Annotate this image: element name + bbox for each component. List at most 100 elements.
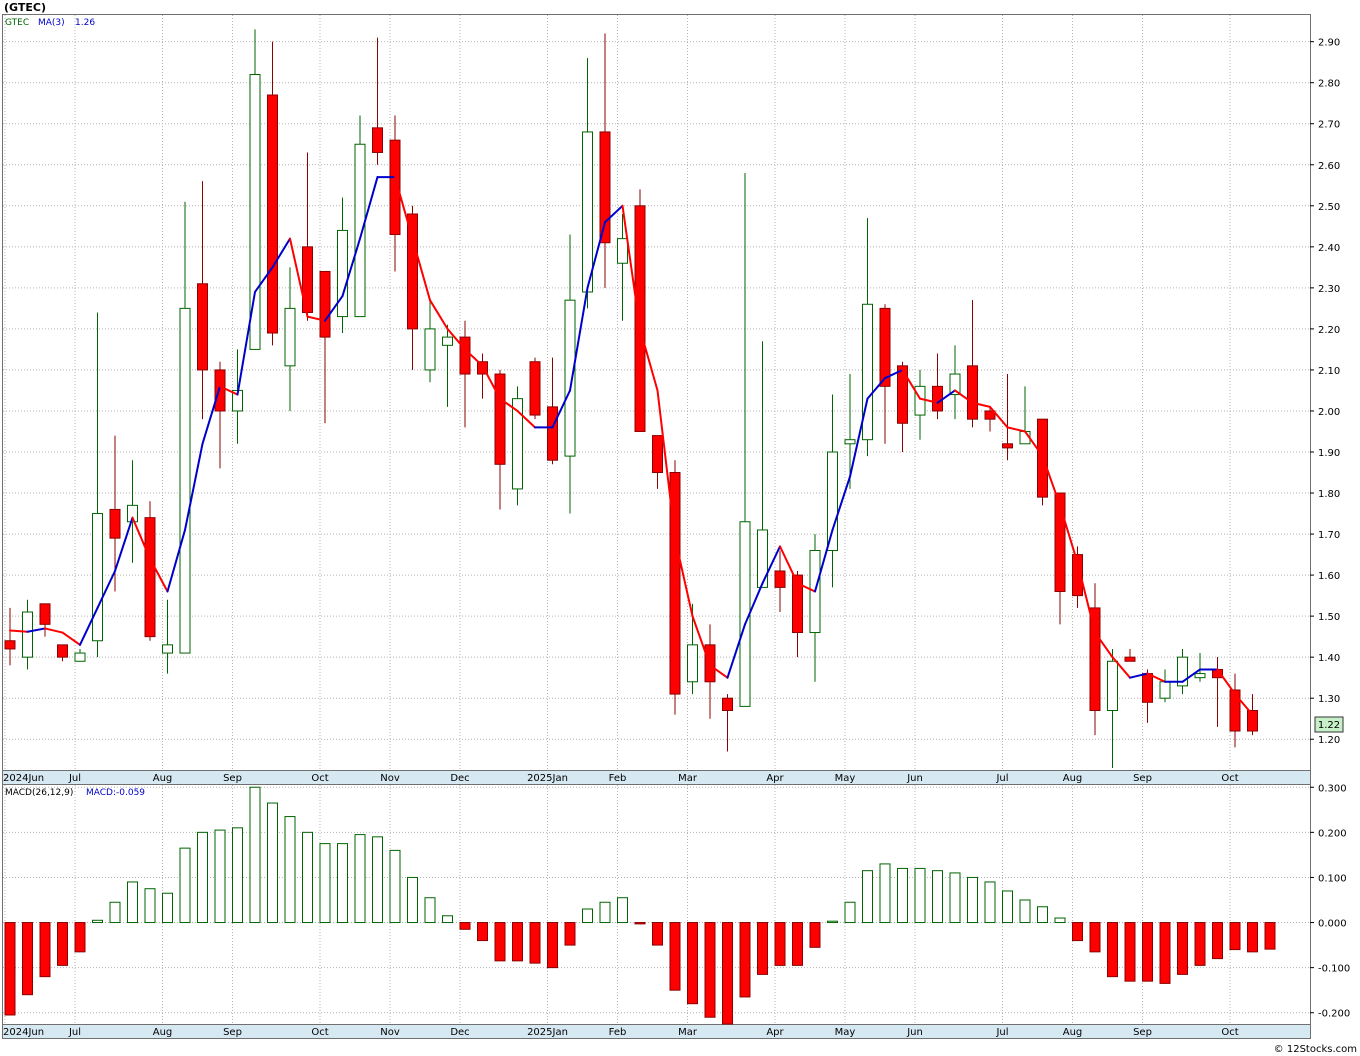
macd-bar-positive	[214, 829, 226, 924]
macd-bar-positive	[197, 831, 208, 924]
ma-segment-up	[569, 286, 589, 392]
candle-down	[407, 213, 418, 330]
price-x-month-label: Mar	[678, 773, 698, 784]
macd-bar-positive	[1019, 899, 1031, 924]
macd-bar-negative	[512, 922, 523, 962]
ma-segment-down	[1024, 430, 1044, 458]
ma-segment-up	[936, 389, 956, 404]
price-y-tick-label: 2.90	[1318, 38, 1340, 49]
ma-segment-down	[1234, 693, 1254, 716]
macd-bar-positive	[267, 802, 278, 924]
candle-up	[22, 611, 33, 658]
candle-down	[214, 369, 226, 412]
candle-down	[319, 270, 331, 338]
last-price-tag-box	[1314, 716, 1344, 733]
candle-up	[949, 373, 961, 396]
price-y-tick-label: 1.30	[1318, 694, 1340, 705]
ma-segment-down	[989, 405, 1009, 429]
ma-segment-down	[1006, 426, 1026, 433]
ma-segment-up	[1129, 672, 1149, 679]
macd-x-month-label: Nov	[380, 1027, 400, 1038]
candle-down	[932, 385, 943, 412]
ma-segment-down	[691, 615, 711, 667]
macd-bar-negative	[1107, 922, 1118, 978]
ma-segment-down	[481, 364, 501, 400]
macd-x-month-label: Aug	[1063, 1027, 1083, 1038]
candle-down	[57, 644, 68, 658]
macd-bar-negative	[792, 922, 803, 966]
candle-down	[459, 336, 471, 375]
macd-bar-negative	[57, 922, 68, 966]
price-y-tick-label: 1.40	[1318, 653, 1340, 664]
macd-x-month-label: Oct	[311, 1027, 328, 1038]
candle-up	[127, 504, 138, 523]
price-y-tick-label: 2.70	[1318, 120, 1340, 131]
macd-x-month-label: Oct	[1221, 1027, 1238, 1038]
ma-segment-down	[429, 299, 449, 330]
candle-up	[249, 73, 261, 350]
price-y-tick-label: 2.50	[1318, 202, 1340, 213]
ma-segment-down	[219, 385, 239, 396]
macd-bar-positive	[582, 908, 593, 924]
ma-segment-down	[446, 327, 466, 351]
macd-bar-positive	[617, 897, 628, 924]
macd-bar-positive	[372, 836, 383, 924]
ma-segment-down	[954, 389, 974, 404]
ma-segment-down	[61, 631, 81, 646]
macd-bar-positive	[354, 834, 366, 924]
price-y-tick-label: 1.70	[1318, 530, 1340, 541]
ma-segment-up	[866, 377, 886, 400]
candle-up	[564, 299, 576, 457]
macd-bar-negative	[809, 922, 821, 948]
candle-down	[529, 361, 541, 416]
macd-bar-positive	[337, 843, 348, 924]
candle-down	[634, 205, 646, 432]
candle-up	[92, 513, 103, 642]
ma-segment-up	[26, 627, 46, 633]
macd-bar-negative	[459, 922, 471, 930]
candle-down	[669, 472, 681, 695]
candle-up	[1194, 673, 1206, 679]
macd-legend-label: MACD(26,12,9)	[5, 788, 73, 798]
macd-bar-negative	[1142, 922, 1153, 982]
x-axis-labels: 2024Jun 2024Jun Jul Jul Aug Aug Sep Sep Oct Oct No…	[3, 773, 1239, 1038]
ma-segment-down	[411, 237, 431, 302]
macd-y-tick-label: -0.100	[1318, 964, 1350, 975]
price-x-month-label: Jul	[995, 773, 1008, 784]
candle-up	[162, 644, 173, 654]
candle-up	[617, 238, 628, 264]
ma-segment-down	[779, 545, 799, 585]
macd-legend-value: MACD:-0.059	[86, 788, 145, 798]
macd-x-month-label: May	[835, 1027, 856, 1038]
price-legend-ma-label: MA(3)	[38, 18, 65, 28]
candle-up	[284, 307, 296, 367]
candle-down	[599, 131, 611, 244]
candle-down	[4, 640, 16, 650]
macd-bar-negative	[774, 922, 786, 966]
macd-y-tick-label: 0.000	[1318, 919, 1347, 930]
macd-x-month-label: Apr	[766, 1027, 784, 1038]
macd-bar-positive	[284, 816, 296, 924]
candle-down	[1124, 656, 1136, 662]
candle-down	[967, 365, 978, 420]
candle-up	[337, 229, 348, 318]
macd-x-month-label: Jun	[906, 1027, 923, 1038]
ma-segment-down	[289, 237, 309, 318]
price-x-month-label: Oct	[311, 773, 328, 784]
ma-segment-down	[464, 348, 484, 367]
macd-bar-positive	[127, 881, 138, 924]
candle-down	[547, 406, 558, 461]
macd-x-month-label: 2024Jun	[3, 1027, 44, 1038]
ma-segment-up	[184, 442, 204, 531]
macd-bar-positive	[442, 915, 453, 924]
candle-down	[1247, 710, 1258, 732]
macd-bar-negative	[634, 922, 646, 925]
candle-down	[1002, 443, 1013, 449]
candle-down	[1072, 554, 1083, 597]
ma-segment-up	[236, 290, 256, 396]
candle-down	[389, 139, 401, 236]
price-y-tick-label: 2.00	[1318, 407, 1340, 418]
last-price-tag: 1.22	[1318, 720, 1340, 731]
candle-down	[897, 365, 908, 424]
